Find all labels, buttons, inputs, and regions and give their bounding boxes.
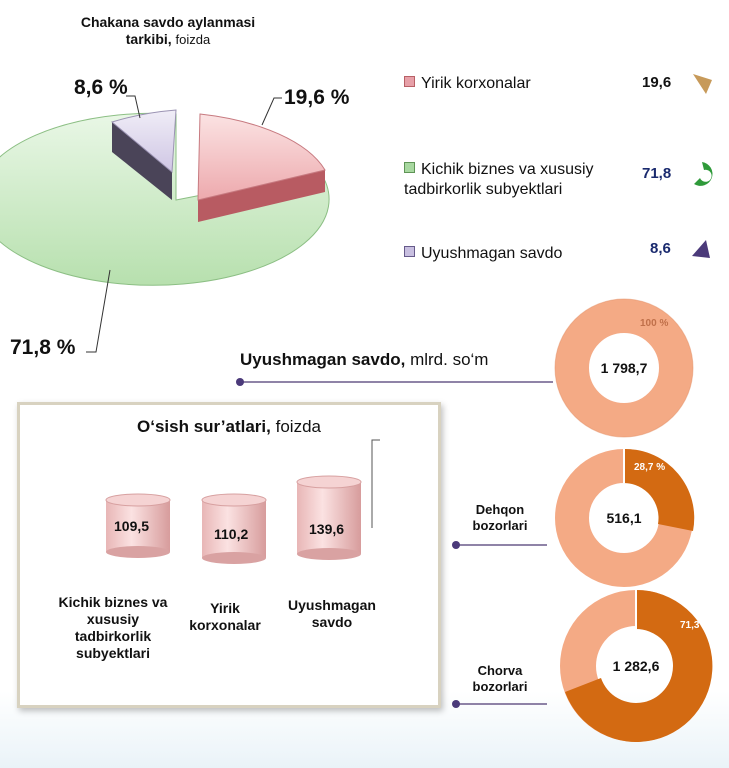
- leader-line-red: [261, 97, 282, 126]
- legend-marker-yirik: [693, 74, 712, 94]
- donut-chorva-center: 1 282,6: [612, 658, 660, 674]
- uyushmagan-title: Uyushmagan savdo, mlrd. so‘m: [240, 350, 488, 370]
- legend-label-uyushmagan: Uyushmagan savdo: [421, 245, 563, 262]
- growth-category-kichik: Kichik biznes va xususiy tadbirkorlik su…: [38, 594, 188, 662]
- dehqon-label-line-2: bozorlari: [472, 518, 528, 533]
- dehqon-label-line-1: Dehqon: [475, 502, 525, 517]
- pie-title-unit: foizda: [175, 32, 211, 47]
- cat-yirik-line-2: korxonalar: [189, 617, 261, 633]
- cat-uyushmagan-line-2: savdo: [311, 614, 353, 630]
- legend-value-kichik: 71,8: [642, 165, 672, 182]
- legend-label-yirik: Yirik korxonalar: [421, 75, 531, 92]
- pie-slice-purple-depth: [112, 122, 172, 200]
- pie-chart-title: Chakana savdo aylanmasi tarkibi, foizda: [48, 14, 288, 48]
- pie-title-line-1: Chakana savdo aylanmasi: [80, 14, 256, 30]
- donut-dehqon-slice: [624, 448, 695, 531]
- pie-title-line-2: tarkibi,: [125, 31, 172, 47]
- legend-marker-kichik: [694, 162, 713, 186]
- legend-label-kichik-1: Kichik biznes va xususiy: [421, 161, 594, 178]
- pie-label-red: 19,6 %: [284, 86, 350, 109]
- leader-line-green: [86, 269, 111, 353]
- donut-chorva-slice: [565, 589, 713, 742]
- growth-title: O‘sish sur’atlari, foizda: [20, 417, 438, 437]
- growth-bar-yirik: [201, 493, 267, 564]
- cat-uyushmagan-line-1: Uyushmagan: [288, 597, 376, 613]
- donut-chorva-label: Chorva bozorlari: [455, 663, 545, 695]
- donut-dehqon-center: 516,1: [606, 510, 642, 526]
- donut-uyushmagan-center: 1 798,7: [600, 360, 648, 376]
- growth-rates-panel: O‘sish sur’atlari, foizda: [17, 402, 441, 708]
- growth-bar-uyushmagan: [296, 475, 362, 560]
- pie-slice-red: [197, 113, 326, 201]
- legend-label-kichik-2: tadbirkorlik subyektlari: [404, 181, 563, 198]
- growth-category-uyushmagan: Uyushmagan savdo: [272, 597, 392, 631]
- pie-label-green: 71,8 %: [10, 336, 76, 359]
- growth-value-kichik: 109,5: [114, 518, 150, 534]
- legend-swatch-red: [404, 76, 415, 87]
- growth-title-bold: O‘sish sur’atlari,: [137, 417, 271, 436]
- cat-yirik-line-1: Yirik: [210, 600, 240, 616]
- pie-slice-green: [0, 112, 330, 286]
- cat-kichik-line-1: Kichik biznes va: [58, 594, 168, 610]
- donut-uyushmagan-pct: 100 %: [640, 318, 669, 329]
- pie-slice-purple: [110, 109, 177, 174]
- donut-uyushmagan: [554, 298, 694, 438]
- growth-leader-line: [371, 439, 380, 528]
- chorva-label-line-1: Chorva: [477, 663, 523, 678]
- donut-dehqon-pct: 28,7 %: [634, 462, 666, 473]
- donut-chorva-pct: 71,3 %: [680, 620, 712, 631]
- legend-item-kichik: Kichik biznes va xususiy tadbirkorlik su…: [404, 160, 594, 200]
- growth-value-uyushmagan: 139,6: [309, 521, 345, 537]
- leader-line-purple: [126, 95, 141, 119]
- growth-bar-kichik: [105, 493, 171, 558]
- legend-swatch-purple: [404, 246, 415, 257]
- legend-marker-uyushmagan: [692, 240, 710, 258]
- uyushmagan-title-bold: Uyushmagan savdo,: [240, 350, 406, 369]
- legend-value-uyushmagan: 8,6: [650, 240, 671, 257]
- chorva-label-line-2: bozorlari: [472, 679, 528, 694]
- donut-dehqon-label: Dehqon bozorlari: [455, 502, 545, 534]
- growth-value-yirik: 110,2: [214, 526, 249, 542]
- legend-item-uyushmagan: Uyushmagan savdo: [404, 244, 562, 264]
- legend-value-yirik: 19,6: [642, 74, 672, 91]
- cat-kichik-line-4: subyektlari: [76, 645, 150, 661]
- legend-item-yirik: Yirik korxonalar: [404, 74, 531, 94]
- pie-label-purple: 8,6 %: [74, 76, 128, 99]
- growth-category-yirik: Yirik korxonalar: [170, 600, 280, 634]
- legend-swatch-green: [404, 162, 415, 173]
- cat-kichik-line-2: xususiy: [86, 611, 140, 627]
- cat-kichik-line-3: tadbirkorlik: [74, 628, 152, 644]
- growth-title-unit: foizda: [275, 417, 321, 436]
- uyushmagan-title-unit: mlrd. so‘m: [410, 350, 489, 369]
- pie-slice-red-depth: [198, 170, 325, 222]
